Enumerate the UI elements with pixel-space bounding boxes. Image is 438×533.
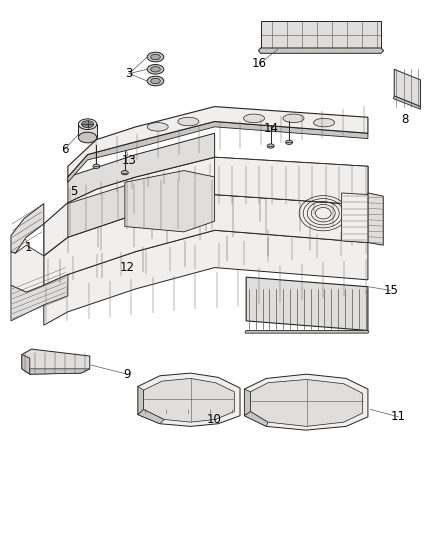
Ellipse shape — [78, 132, 97, 143]
Text: 9: 9 — [123, 368, 131, 381]
Polygon shape — [258, 48, 384, 53]
Polygon shape — [138, 386, 144, 415]
Ellipse shape — [178, 117, 199, 126]
Polygon shape — [245, 330, 369, 333]
Polygon shape — [11, 204, 44, 253]
Ellipse shape — [151, 67, 160, 72]
Polygon shape — [342, 193, 368, 243]
Polygon shape — [11, 245, 44, 292]
Polygon shape — [68, 182, 136, 237]
Polygon shape — [144, 378, 234, 422]
Polygon shape — [393, 96, 420, 109]
Polygon shape — [246, 277, 368, 330]
Text: 13: 13 — [122, 155, 137, 167]
Ellipse shape — [314, 118, 335, 127]
Polygon shape — [368, 193, 383, 245]
Ellipse shape — [286, 140, 293, 144]
Polygon shape — [138, 373, 240, 426]
Text: 5: 5 — [70, 185, 77, 198]
Ellipse shape — [244, 114, 265, 123]
Text: 12: 12 — [120, 261, 134, 274]
Polygon shape — [68, 107, 368, 177]
Ellipse shape — [93, 164, 100, 168]
Ellipse shape — [78, 119, 97, 130]
Polygon shape — [215, 157, 368, 205]
Polygon shape — [244, 389, 251, 416]
Polygon shape — [68, 133, 215, 203]
Polygon shape — [22, 349, 90, 374]
Ellipse shape — [151, 54, 160, 60]
Text: 8: 8 — [402, 114, 409, 126]
Text: 16: 16 — [252, 58, 267, 70]
Polygon shape — [261, 21, 381, 48]
Polygon shape — [30, 369, 90, 374]
Polygon shape — [78, 124, 97, 138]
Ellipse shape — [121, 171, 128, 175]
Ellipse shape — [147, 52, 164, 62]
Polygon shape — [44, 157, 368, 256]
Polygon shape — [125, 171, 215, 232]
Polygon shape — [22, 354, 30, 374]
Text: 1: 1 — [25, 241, 32, 254]
Polygon shape — [244, 374, 368, 430]
Ellipse shape — [151, 78, 160, 84]
Ellipse shape — [147, 123, 168, 131]
Polygon shape — [44, 230, 368, 325]
Ellipse shape — [147, 76, 164, 86]
Text: 3: 3 — [126, 67, 133, 80]
Text: 10: 10 — [206, 413, 221, 426]
Polygon shape — [244, 411, 268, 426]
Ellipse shape — [283, 114, 304, 123]
Ellipse shape — [147, 64, 164, 74]
Polygon shape — [251, 379, 363, 426]
Polygon shape — [11, 274, 68, 321]
Text: 14: 14 — [263, 123, 278, 135]
Polygon shape — [68, 122, 368, 182]
Text: 6: 6 — [61, 143, 69, 156]
Polygon shape — [394, 69, 420, 107]
Polygon shape — [138, 409, 164, 424]
Text: 11: 11 — [391, 410, 406, 423]
Polygon shape — [44, 195, 368, 285]
Ellipse shape — [81, 120, 94, 127]
Text: 15: 15 — [383, 284, 398, 297]
Ellipse shape — [267, 144, 274, 148]
